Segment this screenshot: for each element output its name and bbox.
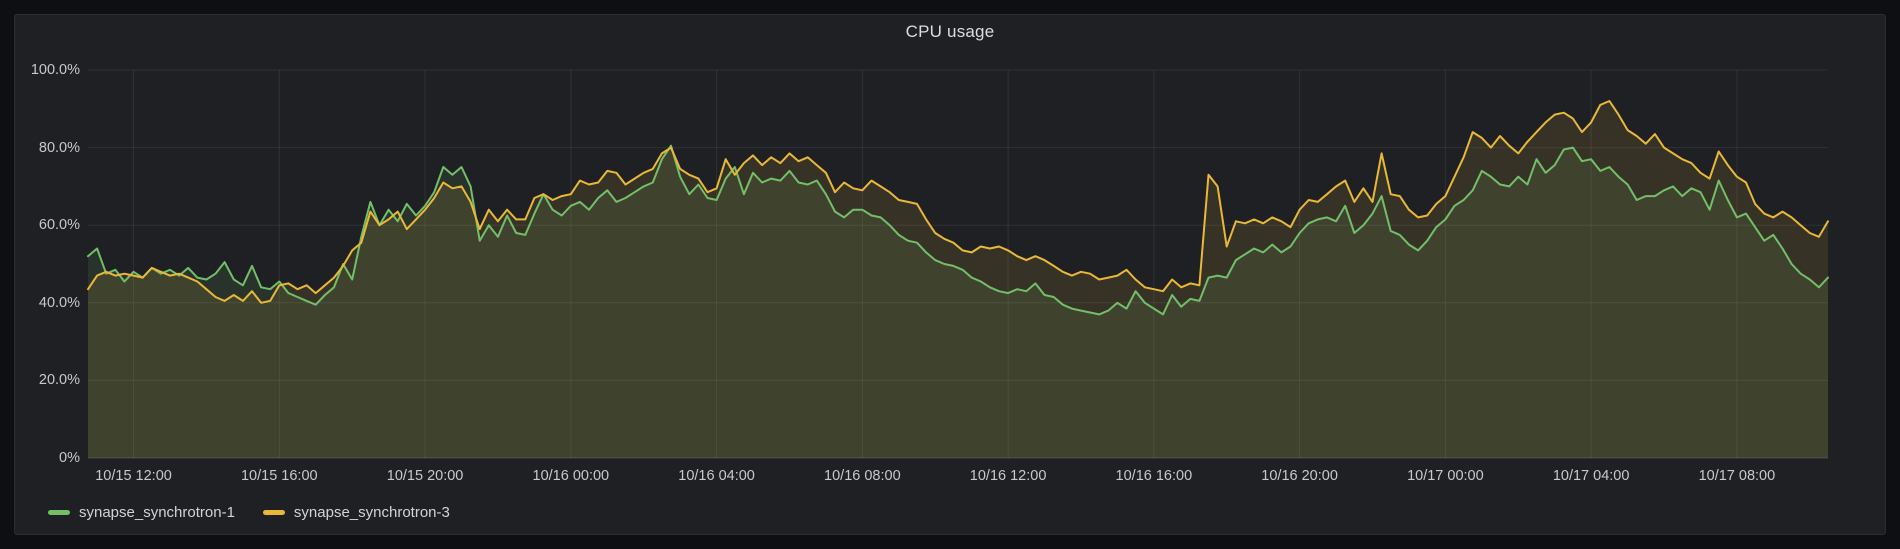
- y-axis-label: 40.0%: [38, 294, 80, 311]
- x-axis-label: 10/17 08:00: [1698, 468, 1776, 484]
- series-fill-0: [88, 145, 1828, 458]
- y-axis-label: 0%: [59, 450, 80, 466]
- x-axis-label: 10/15 20:00: [386, 468, 464, 484]
- x-axis-label: 10/16 12:00: [969, 468, 1047, 484]
- series-line-synapse_synchrotron-3: [87, 100, 1829, 304]
- series-1-swatch-icon: [48, 510, 70, 515]
- x-axis-label: 10/16 04:00: [678, 468, 755, 484]
- legend-item-synchrotron-3[interactable]: synapse_synchrotron-3: [262, 504, 450, 521]
- y-axis-label: 60.0%: [38, 217, 80, 234]
- x-axis-label: 10/15 12:00: [95, 468, 172, 484]
- x-axis-label: 10/16 08:00: [824, 468, 901, 484]
- series-fill-1: [88, 101, 1828, 458]
- x-axis-label: 10/16 20:00: [1261, 468, 1338, 484]
- plot-area[interactable]: [88, 70, 1828, 458]
- x-axis-label: 10/16 00:00: [532, 468, 610, 484]
- legend-label: synapse_synchrotron-3: [293, 504, 450, 521]
- x-axis-label: 10/16 16:00: [1115, 468, 1193, 484]
- y-axis-label: 20.0%: [38, 372, 80, 389]
- y-axis-label: 80.0%: [38, 139, 80, 156]
- cpu-usage-panel: CPU usage: [14, 14, 1886, 535]
- x-axis-label: 10/15 16:00: [240, 468, 318, 484]
- y-axis-label: 100.0%: [30, 62, 80, 78]
- x-axis-label: 10/17 04:00: [1552, 468, 1630, 484]
- legend-item-synchrotron-1[interactable]: synapse_synchrotron-1: [48, 504, 235, 521]
- legend-label: synapse_synchrotron-1: [79, 504, 235, 521]
- panel-title: CPU usage: [905, 22, 995, 41]
- x-axis-label: 10/17 00:00: [1407, 468, 1484, 484]
- series-3-swatch-icon: [262, 510, 285, 515]
- legend: synapse_synchrotron-1 synapse_synchrotro…: [48, 504, 450, 521]
